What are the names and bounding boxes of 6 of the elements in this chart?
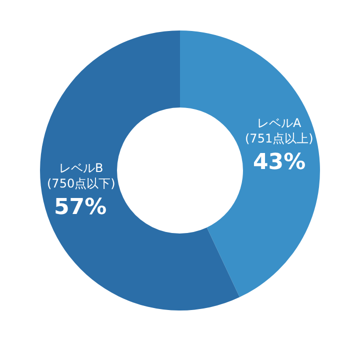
- donut-slice: [180, 30, 320, 298]
- data-label: 57%: [54, 195, 107, 220]
- data-label: 43%: [253, 150, 306, 175]
- donut-slice: [40, 30, 240, 310]
- slice-label: レベルB (750点以下): [47, 161, 116, 191]
- slice-label: レベルA (751点以上): [245, 116, 314, 146]
